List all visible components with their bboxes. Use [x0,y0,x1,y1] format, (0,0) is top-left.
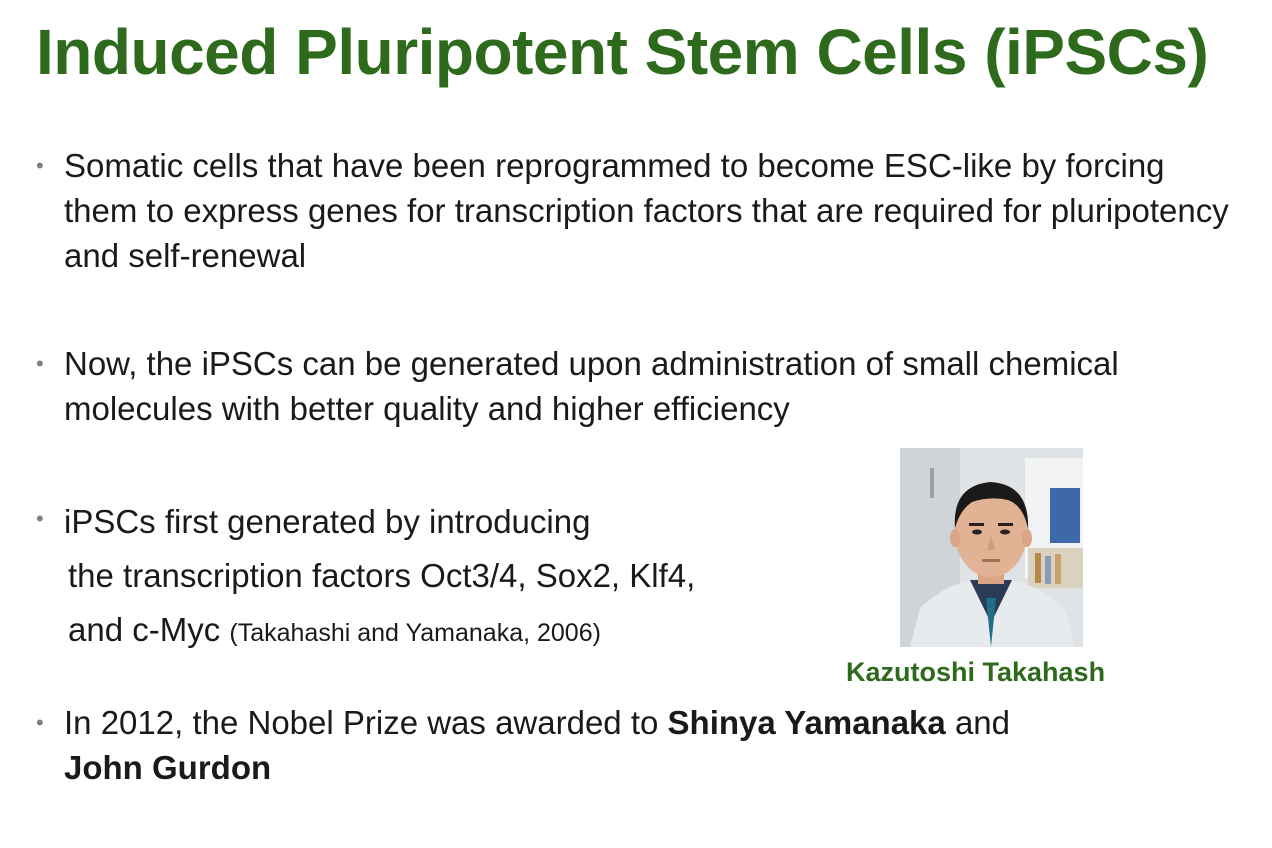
bullet-text: Now, the iPSCs can be generated upon adm… [64,345,1119,427]
bullet-dot: • [36,710,44,735]
bullet-text: Somatic cells that have been reprogramme… [64,147,1229,274]
bullet-dot: • [36,351,44,376]
portrait-illustration [900,448,1083,647]
photo-caption: Kazutoshi Takahash [846,657,1106,687]
bullet-text-conjunction: and [954,704,1010,741]
bullet-somatic-cells: • Somatic cells that have been reprogram… [36,143,1236,278]
bullet-line: and c-Myc (Takahashi and Yamanaka, 2006) [68,603,856,660]
bullet-nobel-prize: • In 2012, the Nobel Prize was awarded t… [36,700,1216,790]
bullet-line: iPSCs first generated by introducing [64,503,591,540]
portrait-photo [900,448,1083,647]
laureate-name: Shinya Yamanaka [667,704,946,741]
slide-title: Induced Pluripotent Stem Cells (iPSCs) [36,16,1209,88]
citation: (Takahashi and Yamanaka, 2006) [229,619,601,647]
laureate-name: John Gurdon [64,749,272,786]
bullet-dot: • [36,506,44,531]
bullet-line-text: and c-Myc [68,611,221,648]
bullet-first-generated: • iPSCs first generated by introducing t… [36,495,856,660]
bullet-text: iPSCs first generated by introducing the… [64,495,856,660]
bullet-text: In 2012, the Nobel Prize was awarded to … [64,700,1216,790]
bullet-text-prefix: In 2012, the Nobel Prize was awarded to [64,704,659,741]
bullet-line: the transcription factors Oct3/4, Sox2, … [68,557,696,594]
bullet-small-molecules: • Now, the iPSCs can be generated upon a… [36,341,1186,431]
bullet-dot: • [36,153,44,178]
